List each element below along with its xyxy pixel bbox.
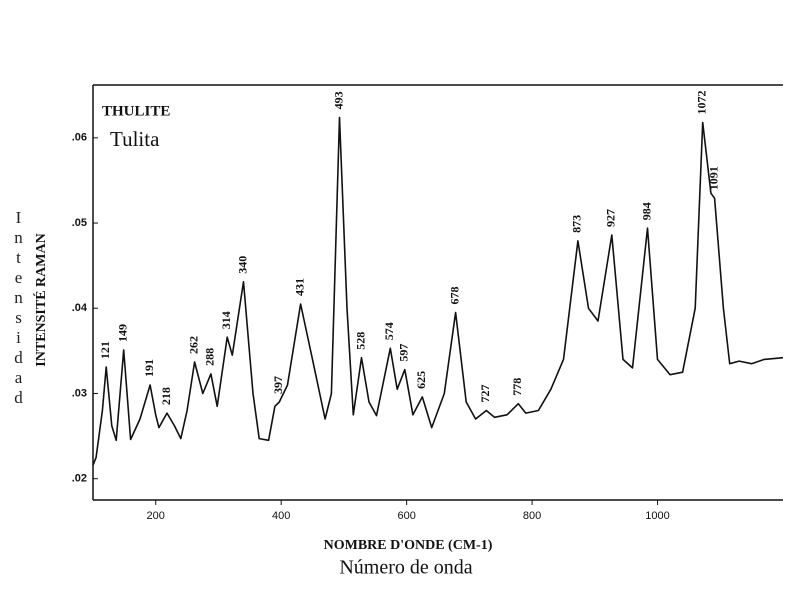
peak-label: 778: [510, 378, 524, 396]
y-tick-label: .03: [72, 387, 87, 399]
peak-label: 1072: [694, 91, 708, 115]
spectrum-line: [92, 116, 784, 466]
y-tick-label: .02: [72, 473, 87, 485]
y-tick-label: .04: [72, 302, 88, 314]
peak-label: 340: [235, 256, 249, 274]
x-tick-label: 1000: [645, 510, 669, 522]
peak-label: 149: [115, 324, 129, 342]
peak-label: 873: [570, 215, 584, 233]
peak-label: 597: [397, 344, 411, 362]
x-tick-label: 800: [523, 510, 541, 522]
peak-label: 121: [98, 341, 112, 359]
chart-title: THULITE: [102, 103, 170, 119]
peak-label: 678: [447, 287, 461, 305]
y-tick-label: .06: [72, 132, 87, 144]
x-tick-label: 600: [397, 510, 415, 522]
peak-label: 984: [639, 202, 653, 220]
x-tick-label: 400: [272, 510, 290, 522]
x-tick-label: 200: [147, 510, 165, 522]
peak-label: 574: [382, 322, 396, 340]
y-label-vertical: Intensidad: [9, 208, 28, 408]
peak-label: 314: [219, 311, 233, 329]
peak-label: 431: [292, 278, 306, 296]
peak-label: 288: [203, 348, 217, 366]
y-tick-label: .05: [72, 217, 87, 229]
x-axis-label-2: Número de onda: [339, 557, 472, 579]
peak-label: 727: [478, 385, 492, 403]
peak-label: 397: [271, 376, 285, 394]
peak-label: 191: [142, 359, 156, 377]
peak-label: 528: [353, 332, 367, 350]
peak-label: 927: [604, 209, 618, 227]
y-axis-label: INTENSITÉ RAMAN: [32, 233, 49, 366]
peak-label: 1091: [706, 166, 720, 190]
peak-label: 262: [186, 336, 200, 354]
peak-label: 625: [414, 371, 428, 389]
x-axis-label: NOMBRE D'ONDE (CM-1): [324, 538, 493, 553]
peak-label: 218: [159, 387, 173, 405]
chart-subtitle: Tulita: [110, 127, 160, 151]
peak-label: 493: [331, 91, 345, 109]
